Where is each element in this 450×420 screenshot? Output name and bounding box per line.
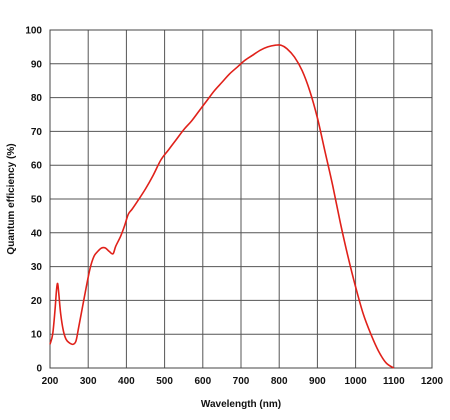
x-tick-label: 700: [233, 376, 250, 387]
plot-frame: [49, 29, 433, 369]
quantum-efficiency-line: [49, 44, 395, 369]
y-tick-label: 80: [31, 93, 43, 104]
x-tick-label: 800: [271, 376, 288, 387]
x-axis-ticks: 200 300 400 500 600 700 800 900 1000 1100 1200: [42, 376, 444, 387]
y-tick-label: 30: [31, 262, 43, 273]
x-tick-label: 200: [42, 376, 59, 387]
x-tick-label: 300: [80, 376, 97, 387]
y-tick-label: 20: [31, 296, 43, 307]
x-tick-label: 400: [118, 376, 135, 387]
y-tick-label: 40: [31, 228, 43, 239]
y-tick-label: 0: [36, 364, 42, 375]
y-tick-label: 90: [31, 59, 43, 70]
y-tick-label: 60: [31, 161, 43, 172]
x-tick-label: 500: [156, 376, 173, 387]
x-axis-title: Wavelength (nm): [201, 399, 281, 410]
grid: [49, 29, 433, 369]
y-tick-label: 70: [31, 127, 43, 138]
y-axis-ticks: 0 10 20 30 40 50 60 70 80 90 100: [25, 26, 42, 375]
x-tick-label: 600: [194, 376, 211, 387]
x-tick-label: 1000: [344, 376, 367, 387]
y-tick-label: 50: [31, 195, 43, 206]
y-tick-label: 10: [31, 330, 43, 341]
x-tick-label: 900: [309, 376, 326, 387]
x-tick-label: 1200: [421, 376, 444, 387]
x-tick-label: 1100: [383, 376, 405, 387]
y-axis-title: Quantum efficiency (%): [6, 143, 17, 254]
y-tick-label: 100: [25, 26, 42, 37]
